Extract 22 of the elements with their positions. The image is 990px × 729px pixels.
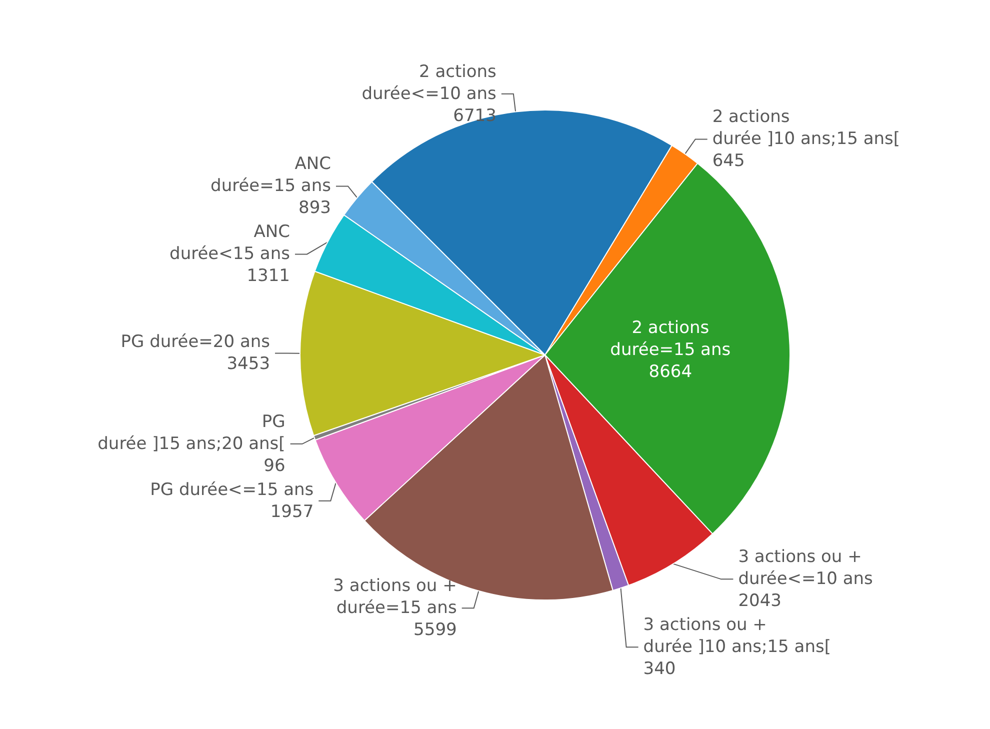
data-label: 6713	[453, 106, 496, 126]
slice-label: 2 actions durée ]10 ans;15 ans[	[712, 107, 900, 150]
data-label: 2043	[738, 591, 782, 612]
data-label: 3453	[226, 354, 270, 374]
slice-label: 2 actions durée=15 ans	[610, 318, 731, 360]
slice-label: PG durée=20 ans	[120, 332, 270, 352]
slice-label: 3 actions ou + durée ]10 ans;15 ans[	[643, 615, 831, 658]
data-label: 5599	[414, 620, 457, 640]
data-label: 893	[298, 198, 331, 218]
slice-label: PG durée<=15 ans	[150, 480, 314, 500]
data-label: 96	[264, 456, 286, 476]
data-label: 1957	[270, 502, 314, 522]
data-label: 340	[643, 659, 676, 680]
data-label: 1311	[246, 266, 290, 286]
slice-label: 3 actions ou + durée<=10 ans	[738, 547, 874, 590]
slice-label: ANC durée=15 ans	[210, 154, 332, 196]
slice-label: 3 actions ou + durée=15 ans	[333, 576, 457, 618]
slice-label: 2 actions durée<=10 ans	[362, 62, 497, 104]
slice-label: ANC durée<15 ans	[170, 222, 290, 264]
data-label: 645	[712, 151, 745, 172]
data-label: 8664	[648, 362, 692, 382]
slice-label: PG durée ]15 ans;20 ans[	[98, 412, 286, 454]
